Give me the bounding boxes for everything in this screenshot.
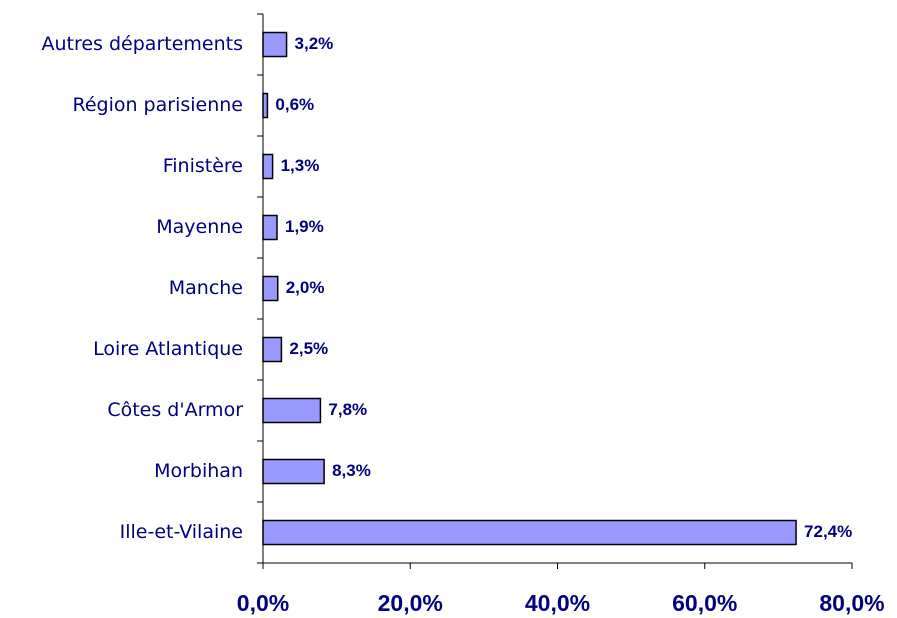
value-label: 7,8% xyxy=(328,400,367,419)
bar xyxy=(262,336,283,363)
value-label: 3,2% xyxy=(295,34,334,53)
value-label: 0,6% xyxy=(275,95,314,114)
bar xyxy=(262,275,279,302)
bar xyxy=(262,397,322,424)
y-tick-label: Autres départements xyxy=(41,33,243,55)
x-tick-label: 60,0% xyxy=(672,590,737,616)
value-label: 1,3% xyxy=(281,156,320,175)
y-tick-label: Région parisienne xyxy=(72,94,243,116)
bar xyxy=(262,31,288,58)
y-tick-label: Morbihan xyxy=(154,460,243,482)
value-label: 2,0% xyxy=(286,278,325,297)
y-tick-label: Ille-et-Vilaine xyxy=(120,521,243,543)
y-tick-label: Mayenne xyxy=(156,216,243,238)
value-label: 8,3% xyxy=(332,461,371,480)
value-label: 72,4% xyxy=(804,522,852,541)
y-tick-label: Loire Atlantique xyxy=(93,338,243,360)
value-label: 2,5% xyxy=(289,339,328,358)
x-tick-label: 0,0% xyxy=(237,590,289,616)
bar xyxy=(262,214,278,241)
x-tick-label: 80,0% xyxy=(819,590,884,616)
y-tick-label: Côtes d'Armor xyxy=(107,399,243,421)
bar xyxy=(262,92,269,119)
bar xyxy=(262,458,325,485)
value-label: 1,9% xyxy=(285,217,324,236)
x-tick-label: 40,0% xyxy=(525,590,590,616)
bar xyxy=(262,153,274,180)
y-tick-label: Manche xyxy=(169,277,243,299)
bar xyxy=(262,519,797,546)
y-tick-label: Finistère xyxy=(163,155,243,177)
x-tick-label: 20,0% xyxy=(378,590,443,616)
